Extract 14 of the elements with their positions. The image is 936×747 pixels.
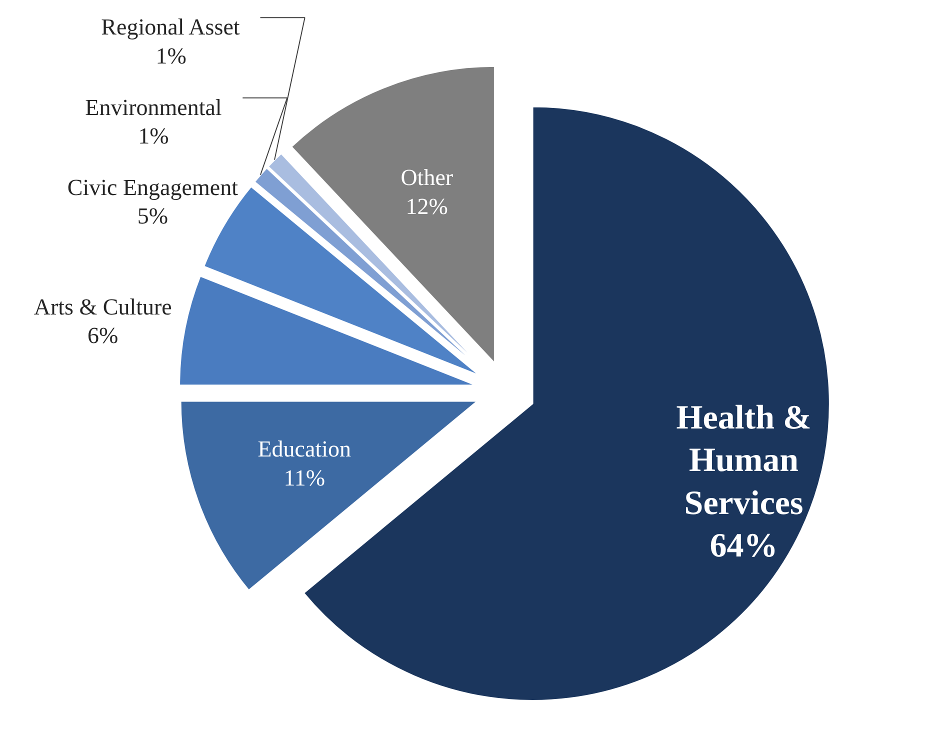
slice-label: Civic Engagement xyxy=(67,174,239,200)
slice-label: Regional Asset xyxy=(101,14,240,40)
data-label: 6% xyxy=(88,323,118,348)
data-label: 64% xyxy=(710,527,778,564)
data-label: 5% xyxy=(137,204,168,229)
data-label: 1% xyxy=(156,43,186,68)
slice-label: Other xyxy=(400,165,454,190)
slice-label: Education xyxy=(258,436,352,462)
data-label: 12% xyxy=(406,194,448,219)
slice-label: Arts & Culture xyxy=(34,294,172,320)
data-label: 11% xyxy=(284,465,326,490)
data-label: 1% xyxy=(138,124,169,149)
slice-label: Environmental xyxy=(85,94,222,120)
slice-label: Health & Human Services xyxy=(676,400,812,522)
